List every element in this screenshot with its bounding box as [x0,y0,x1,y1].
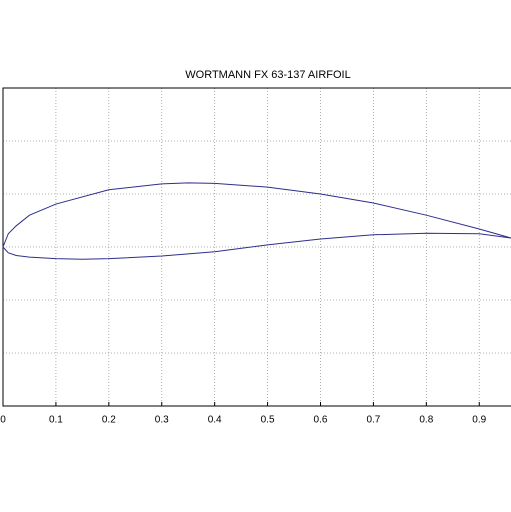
airfoil-line [2,182,511,248]
x-tick-label: 0.3 [155,415,169,426]
x-tick-label: 0.8 [419,415,433,426]
x-tick-label: 0 [0,415,6,426]
chart-title: WORTMANN FX 63-137 AIRFOIL [185,69,350,81]
x-tick-label: 0.2 [102,415,116,426]
x-tick-label: 0.5 [261,415,275,426]
x-tick-label: 0.7 [366,415,380,426]
x-tick-label: 0.9 [472,415,486,426]
x-tick-label: 0.6 [314,415,328,426]
airfoil-line [2,232,511,260]
axes-frame [2,87,511,407]
x-tick-label: 0.4 [208,415,222,426]
x-tick-label: 0.1 [49,415,63,426]
